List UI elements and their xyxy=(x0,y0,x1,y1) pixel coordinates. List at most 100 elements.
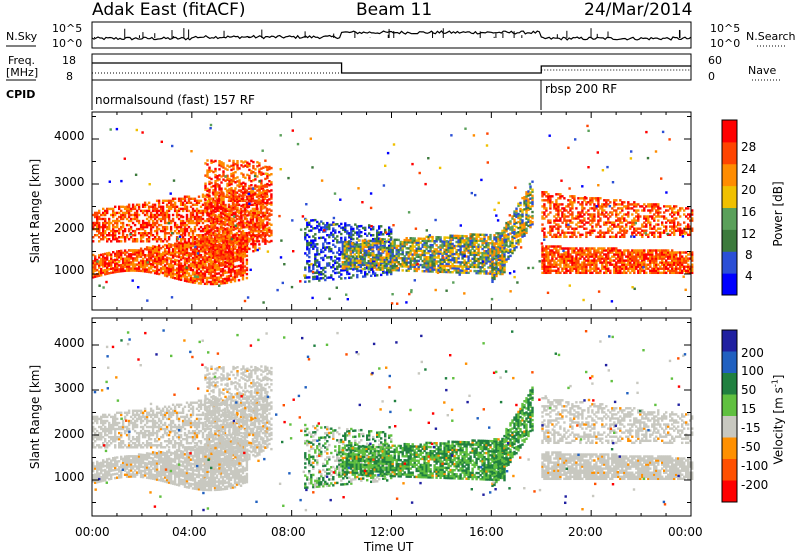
echo-cell xyxy=(219,227,223,231)
echo-cell xyxy=(235,191,239,194)
echo-cell xyxy=(409,249,412,252)
echo-cell xyxy=(377,256,380,259)
echo-cell xyxy=(205,270,209,274)
echo-cell xyxy=(371,249,374,253)
echo-cell xyxy=(149,259,153,262)
echo-cell xyxy=(441,244,444,247)
echo-cell xyxy=(320,250,323,254)
echo-cell xyxy=(473,237,476,240)
echo-cell xyxy=(214,226,217,230)
echo-cell xyxy=(145,270,149,273)
echo-cell xyxy=(491,272,494,275)
echo-cell xyxy=(163,215,167,219)
echo-cell xyxy=(373,258,376,261)
echo-cell xyxy=(231,219,235,223)
echo-cell xyxy=(177,276,181,279)
echo-cell xyxy=(308,264,311,267)
echo-cell xyxy=(523,204,526,207)
echo-cell xyxy=(503,268,506,272)
echo-cell xyxy=(204,235,207,238)
echo-cell xyxy=(228,218,231,221)
echo-cell xyxy=(243,269,247,272)
echo-cell xyxy=(191,271,195,274)
echo-cell xyxy=(223,279,227,283)
echo-cell xyxy=(471,239,474,242)
echo-cell xyxy=(139,209,143,213)
echo-cell xyxy=(171,272,175,275)
echo-cell xyxy=(159,261,163,264)
echo-cell xyxy=(104,252,107,256)
echo-cell xyxy=(214,240,217,244)
echo-cell xyxy=(457,271,460,274)
echo-cell xyxy=(244,188,247,192)
echo-cell xyxy=(216,209,219,212)
echo-cell xyxy=(214,202,217,205)
echo-cell xyxy=(231,250,235,253)
echo-cell xyxy=(379,244,382,247)
echo-cell xyxy=(239,268,243,271)
echo-cell xyxy=(377,248,380,251)
echo-cell xyxy=(465,265,468,268)
echo-cell xyxy=(447,262,450,266)
echo-cell xyxy=(255,205,259,209)
echo-cell xyxy=(201,229,205,233)
echo-cell xyxy=(239,197,243,201)
echo-cell xyxy=(118,232,121,235)
echo-cell xyxy=(423,264,426,267)
echo-cell xyxy=(397,261,400,264)
echo-cell xyxy=(525,193,528,196)
echo-cell xyxy=(356,257,359,261)
echo-cell xyxy=(427,260,430,263)
echo-cell xyxy=(208,237,211,240)
echo-cell xyxy=(265,185,269,188)
echo-cell xyxy=(179,223,183,227)
echo-cell xyxy=(326,223,329,227)
echo-cell xyxy=(379,256,382,259)
echo-cell xyxy=(215,278,219,282)
echo-cell xyxy=(379,246,382,249)
echo-cell xyxy=(141,236,145,239)
echo-cell xyxy=(447,270,450,274)
echo-cell xyxy=(141,227,145,231)
echo-cell xyxy=(435,260,438,263)
echo-cell xyxy=(328,246,331,249)
echo-cell xyxy=(234,181,237,184)
echo-cell xyxy=(260,179,263,182)
echo-cell xyxy=(260,181,263,185)
echo-cell xyxy=(316,249,319,252)
echo-cell xyxy=(210,169,213,173)
echo-cell xyxy=(262,190,265,194)
echo-cell xyxy=(355,259,358,262)
echo-cell xyxy=(345,261,348,264)
echo-cell xyxy=(129,263,133,266)
echo-cell xyxy=(179,246,183,249)
echo-cell xyxy=(411,247,414,250)
echo-cell xyxy=(177,255,181,259)
echo-cell xyxy=(226,257,229,261)
echo-cell xyxy=(199,234,203,237)
echo-cell xyxy=(125,236,129,239)
echo-cell xyxy=(259,215,263,219)
echo-cell xyxy=(344,254,347,258)
echo-cell xyxy=(157,252,161,256)
echo-cell xyxy=(235,265,239,268)
echo-cell xyxy=(171,264,175,267)
echo-cell xyxy=(361,257,364,261)
echo-cell xyxy=(231,191,235,194)
echo-cell xyxy=(191,265,195,268)
echo-cell xyxy=(258,225,261,228)
echo-cell xyxy=(106,211,109,215)
echo-cell xyxy=(179,248,183,251)
echo-cell xyxy=(118,240,121,243)
echo-cell xyxy=(145,211,149,215)
echo-cell xyxy=(223,255,227,258)
echo-cell xyxy=(177,199,181,203)
echo-cell xyxy=(139,251,143,254)
echo-cell xyxy=(241,229,245,233)
echo-cell xyxy=(98,217,101,221)
echo-cell xyxy=(395,258,398,262)
echo-cell xyxy=(155,248,159,251)
echo-cell xyxy=(343,242,346,246)
echo-cell xyxy=(459,253,462,256)
echo-cell xyxy=(477,251,480,255)
